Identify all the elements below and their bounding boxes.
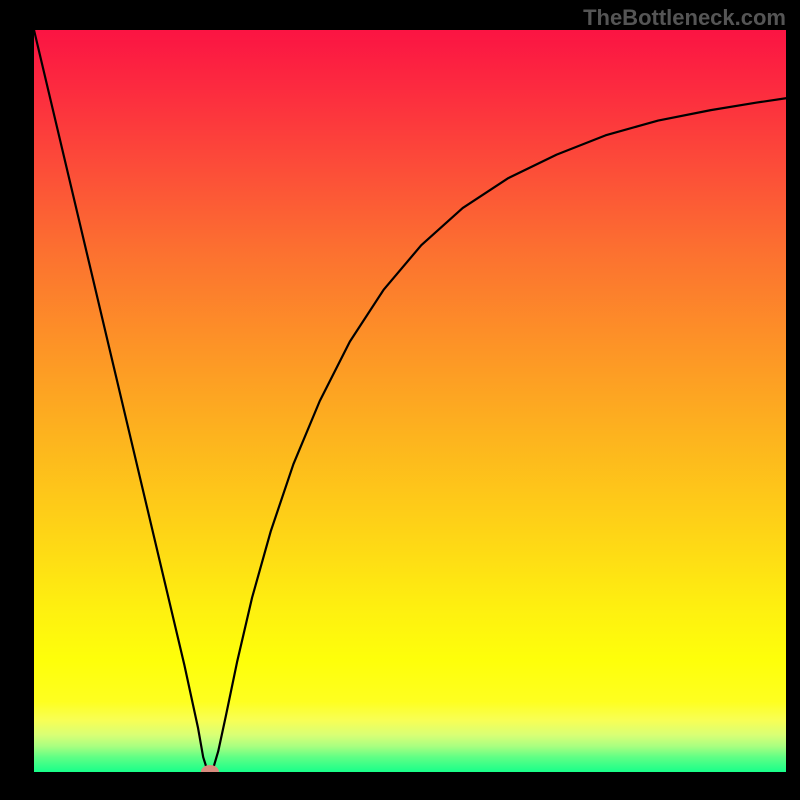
chart-svg xyxy=(34,30,786,772)
chart-frame xyxy=(34,30,786,772)
gradient-background xyxy=(34,30,786,772)
watermark-text: TheBottleneck.com xyxy=(583,5,786,31)
